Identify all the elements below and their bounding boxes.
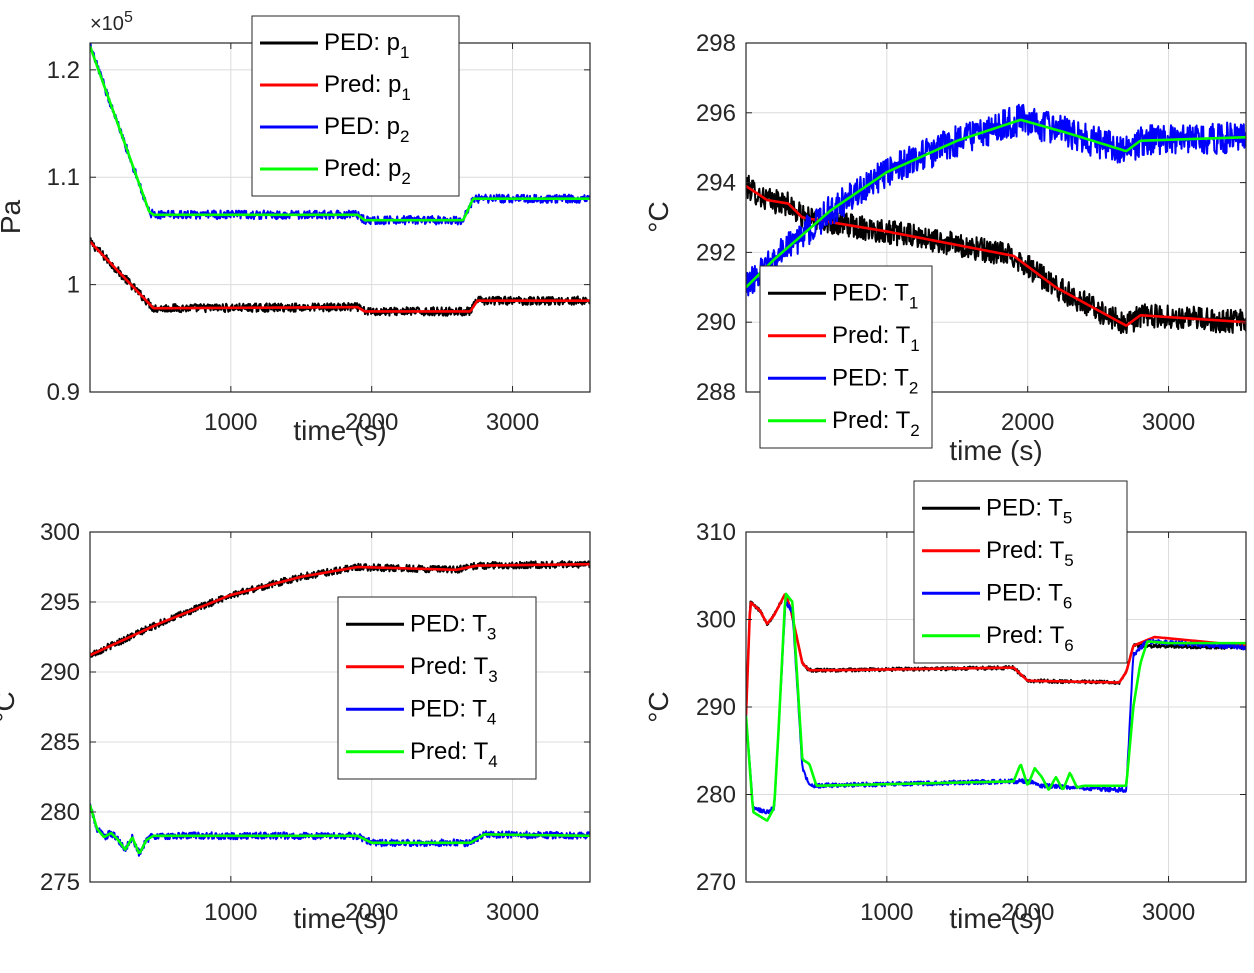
x-tick-label: 3000 <box>486 409 539 436</box>
x-tick-label: 3000 <box>1142 899 1195 926</box>
x-tick-label: 1000 <box>860 899 913 926</box>
y-axis-label: °C <box>0 691 20 722</box>
y-tick-label: 298 <box>696 30 736 57</box>
y-tick-label: 280 <box>696 782 736 809</box>
y-exponent-label: ×105 <box>90 9 133 35</box>
axes-box <box>89 531 591 883</box>
y-tick-label: 290 <box>40 659 80 686</box>
y-tick-label: 300 <box>696 607 736 634</box>
series-line-4 <box>746 118 1246 289</box>
y-tick-label: 310 <box>696 519 736 546</box>
y-tick-label: 270 <box>696 869 736 896</box>
x-axis-label: time (s) <box>293 415 386 446</box>
x-tick-label: 3000 <box>1142 409 1195 436</box>
x-tick-label: 3000 <box>486 899 539 926</box>
legend-box <box>759 265 933 449</box>
y-tick-label: 300 <box>40 519 80 546</box>
y-tick-label: 1.2 <box>47 57 80 84</box>
x-axis-label: time (s) <box>949 435 1042 466</box>
chart-panel-3: 1000 2000 3000 275 280 285 290 295 300 time (s) °C… <box>0 519 591 934</box>
legend-box <box>251 15 460 197</box>
series-line-2 <box>746 593 1246 716</box>
series-line-4 <box>90 45 590 222</box>
series-line-4 <box>746 592 1246 822</box>
y-axis-label: Pa <box>0 199 26 234</box>
y-tick-label: 288 <box>696 379 736 406</box>
y-tick-label: 280 <box>40 799 80 826</box>
chart-panel-2: 100020003000288290292294296298time (s)°C… <box>643 30 1247 466</box>
x-tick-label: 1000 <box>204 409 257 436</box>
y-tick-label: 295 <box>40 589 80 616</box>
x-tick-label: 2000 <box>1001 899 1054 926</box>
y-tick-label: 294 <box>696 170 736 197</box>
y-tick-label: 1 <box>67 272 80 299</box>
x-tick-label: 2000 <box>1001 409 1054 436</box>
legend-box <box>913 480 1128 664</box>
x-tick-label: 2000 <box>345 409 398 436</box>
series-line-2 <box>90 240 590 313</box>
y-tick-label: 0.9 <box>47 379 80 406</box>
y-axis-label: °C <box>643 691 674 722</box>
y-axis-label: °C <box>643 201 674 232</box>
y-tick-label: 292 <box>696 239 736 266</box>
x-axis-label: time (s) <box>293 903 386 934</box>
series-line-4 <box>90 804 590 855</box>
x-tick-label: 1000 <box>204 899 257 926</box>
y-tick-label: 290 <box>696 694 736 721</box>
x-tick-label: 2000 <box>345 899 398 926</box>
chart-panel-1: 1000 2000 3000 0.9 1 1.1 1.2 ×105 time (s) Pa PED:… <box>0 9 591 446</box>
series-line-3 <box>90 43 590 226</box>
axes-box <box>745 42 1247 393</box>
legend-box <box>337 596 537 780</box>
y-tick-label: 290 <box>696 309 736 336</box>
chart-panel-4: 1000 2000 3000 270 280 290 300 310 time (s) °C PED… <box>643 480 1247 934</box>
y-tick-label: 296 <box>696 100 736 127</box>
y-tick-label: 275 <box>40 869 80 896</box>
x-axis-label: time (s) <box>949 903 1042 934</box>
series-line-1 <box>90 560 590 658</box>
series-line-3 <box>90 803 590 857</box>
series-line-2 <box>90 562 590 657</box>
y-tick-label: 1.1 <box>47 164 80 191</box>
y-tick-label: 285 <box>40 729 80 756</box>
